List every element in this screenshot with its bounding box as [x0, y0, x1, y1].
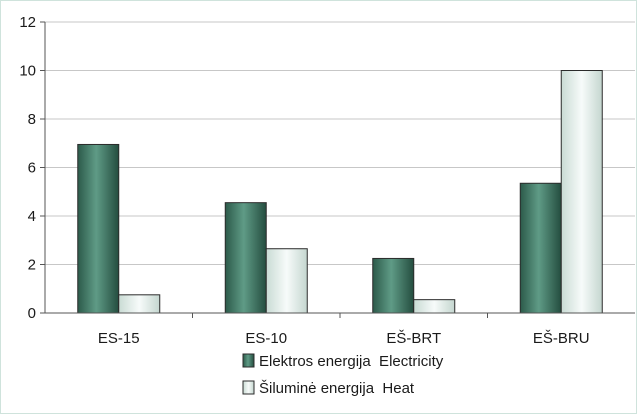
bars — [77, 70, 603, 314]
y-tick-label: 10 — [19, 63, 36, 80]
y-axis-ticks: 0 2 4 6 8 10 12 — [19, 14, 45, 322]
bar-electricity — [372, 257, 415, 314]
x-category-label: EŠ-BRT — [386, 330, 441, 347]
y-tick-label: 4 — [28, 208, 36, 225]
legend-swatch-electricity — [242, 353, 255, 368]
bar-heat — [413, 299, 456, 314]
axes — [44, 22, 635, 318]
y-tick-label: 6 — [28, 160, 36, 177]
bar-heat — [265, 248, 308, 314]
legend-label-electricity: Elektros energija Electricity — [259, 353, 444, 370]
y-tick-label: 8 — [28, 111, 36, 128]
bar-heat — [118, 294, 161, 314]
legend-label-heat: Šiluminė energija Heat — [259, 380, 415, 397]
legend-swatch-heat — [242, 380, 255, 395]
y-tick-label: 12 — [19, 14, 36, 31]
x-category-label: ES-15 — [98, 330, 140, 347]
bar-electricity — [224, 202, 267, 314]
x-axis-labels: ES-15 ES-10 EŠ-BRT EŠ-BRU — [98, 330, 590, 347]
x-category-label: ES-10 — [245, 330, 287, 347]
bar-electricity — [519, 182, 562, 314]
bar-electricity — [77, 143, 120, 314]
y-tick-label: 2 — [28, 257, 36, 274]
bar-heat — [560, 70, 603, 314]
y-tick-label: 0 — [28, 305, 36, 322]
x-category-label: EŠ-BRU — [533, 330, 590, 347]
legend: Elektros energija Electricity Šiluminė en… — [242, 353, 444, 397]
